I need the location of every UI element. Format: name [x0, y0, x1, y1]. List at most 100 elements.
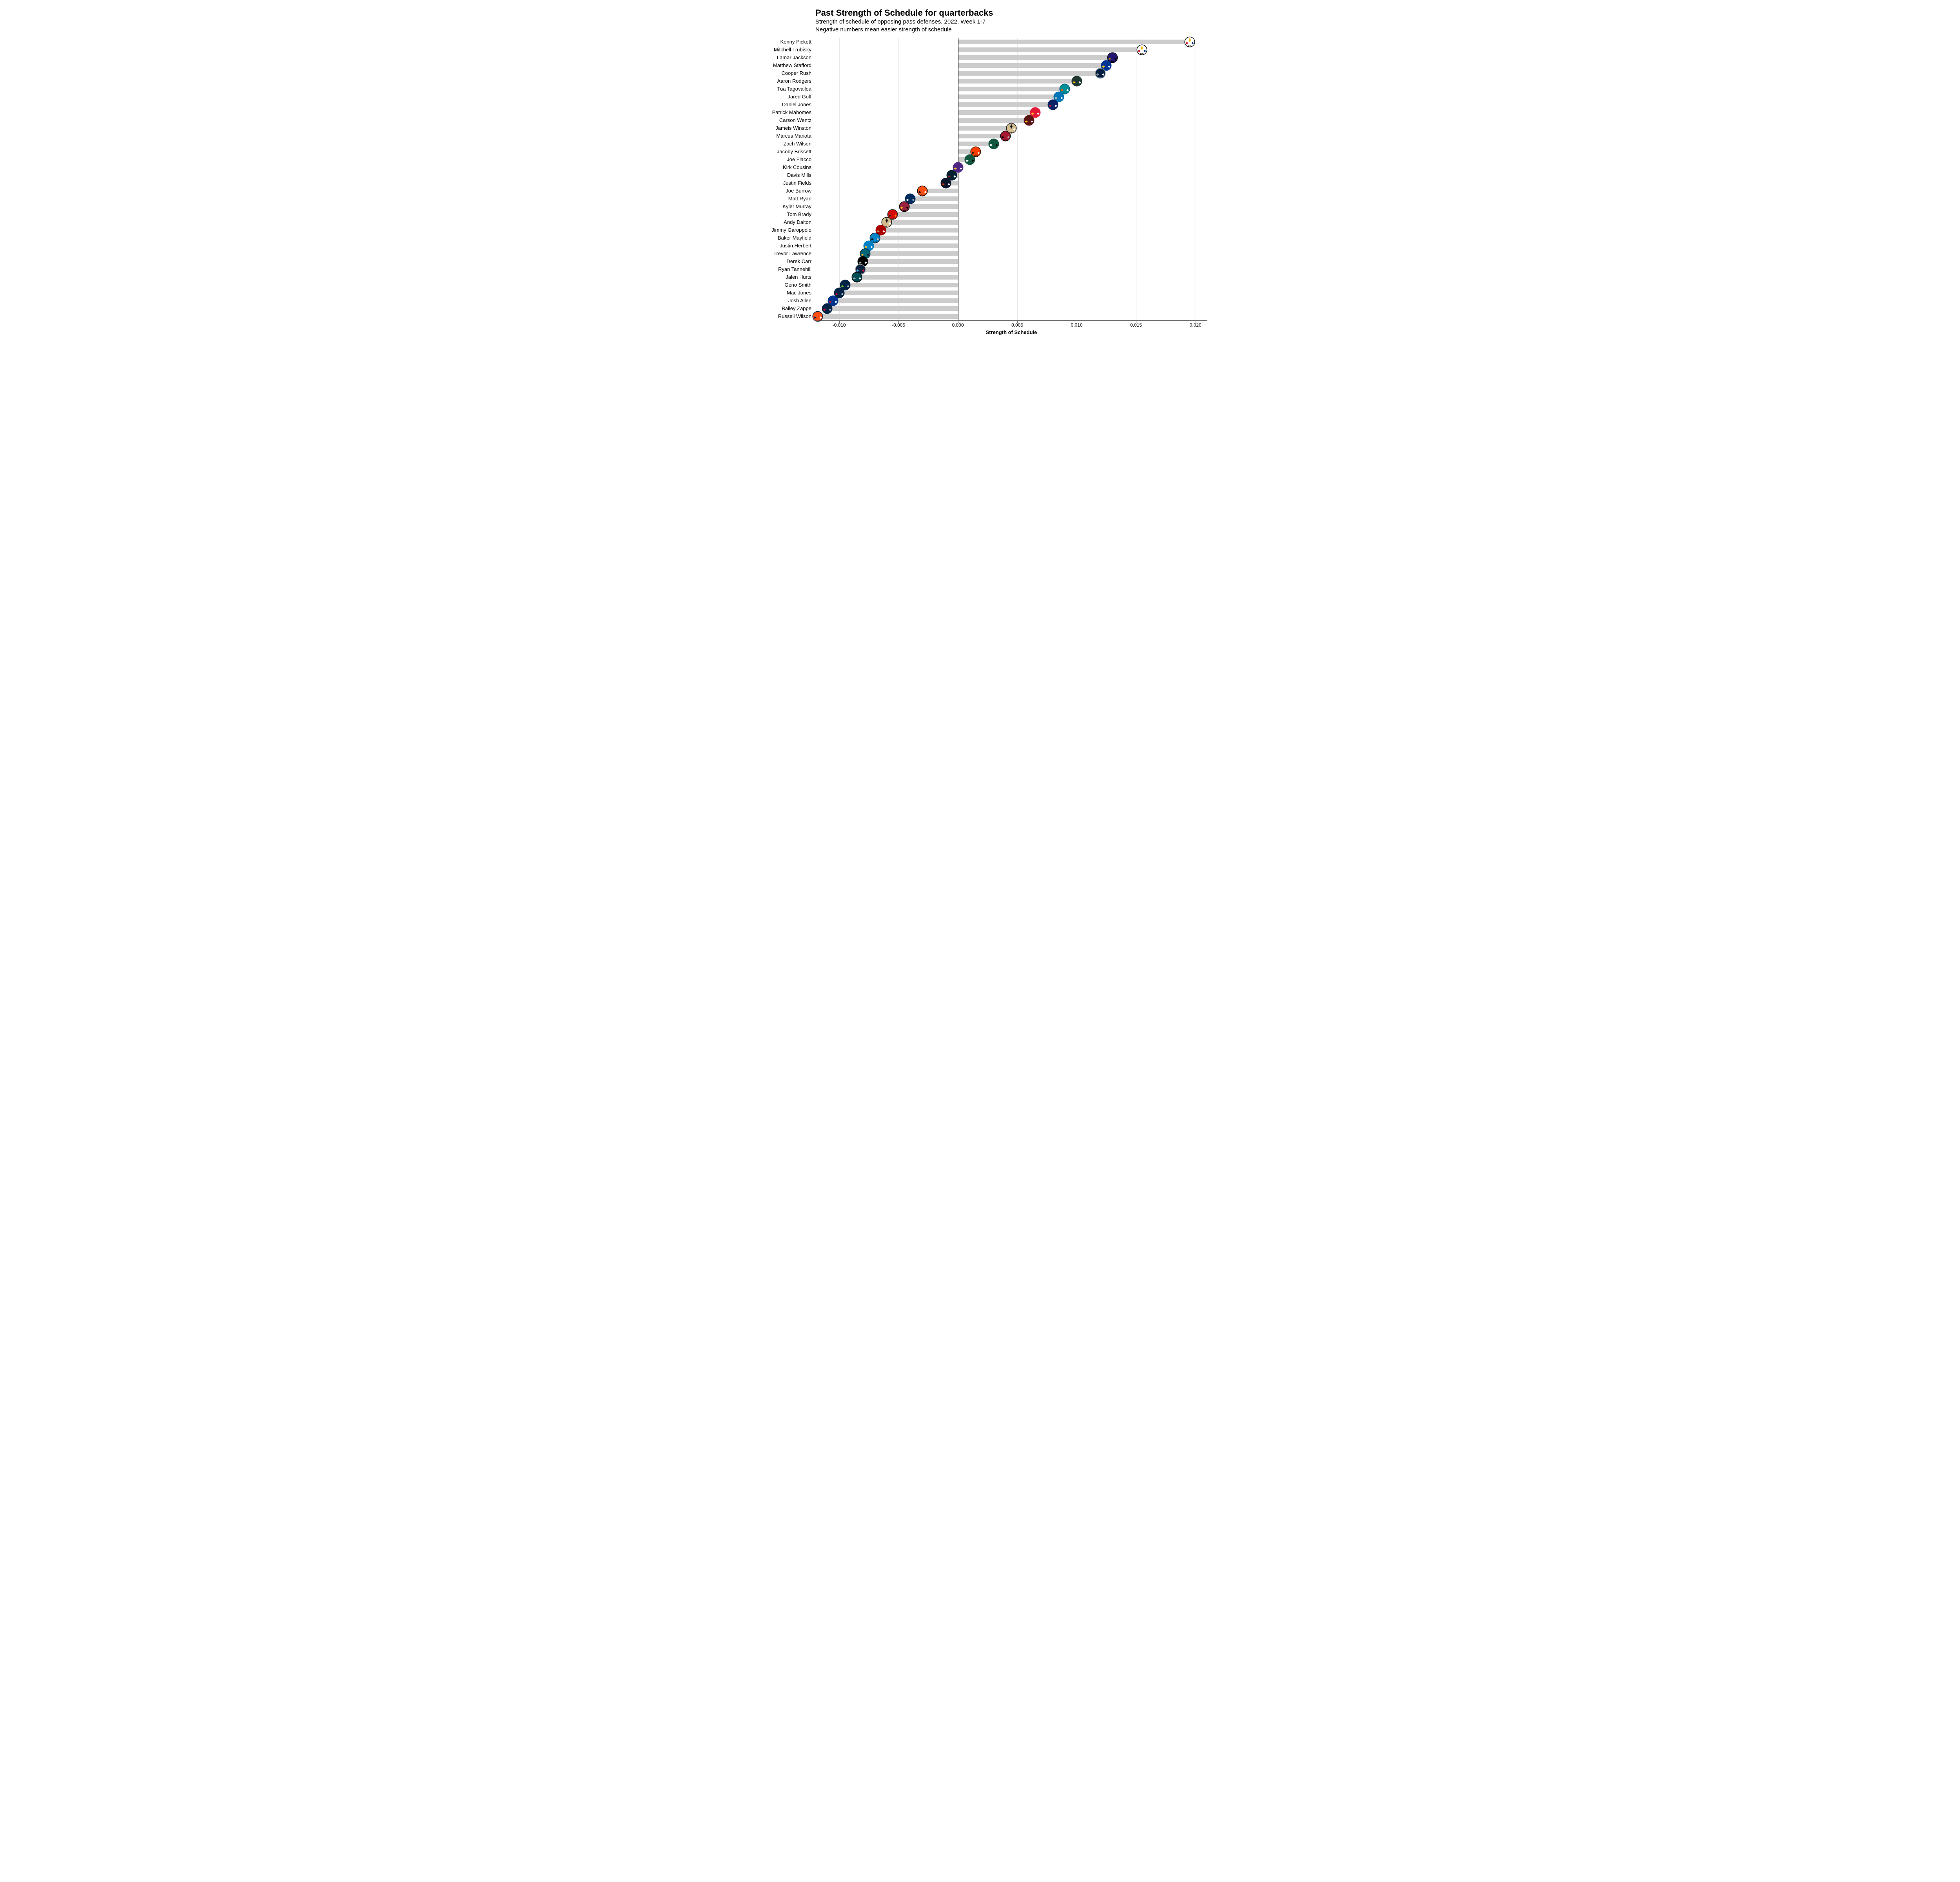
svg-text:CHI: CHI [944, 186, 948, 189]
chart-row: IND [815, 195, 1207, 203]
chart-row: HOU [815, 171, 1207, 179]
svg-text:WAS: WAS [1027, 124, 1031, 126]
chart-row: CLE [815, 148, 1207, 156]
svg-text:DEN: DEN [816, 320, 820, 322]
x-tick-label: -0.005 [892, 322, 905, 328]
bar [910, 196, 958, 201]
y-axis-label: Zach Wilson [745, 140, 811, 148]
y-axis-label: Justin Fields [745, 179, 811, 187]
svg-text:NYJ: NYJ [968, 163, 972, 165]
svg-text:GB: GB [1075, 84, 1078, 87]
y-axis-label: Russell Wilson [745, 312, 811, 320]
y-axis-label: Josh Allen [745, 297, 811, 305]
bar [845, 283, 958, 287]
title-block: Past Strength of Schedule for quarterbac… [815, 8, 1215, 34]
x-axis-ticks: -0.010 -0.005 0.000 0.005 0.010 0.015 0.020 [815, 321, 1207, 328]
y-axis-label: Bailey Zappe [745, 305, 811, 312]
y-axis-label: Lamar Jackson [745, 54, 811, 62]
svg-text:DAL: DAL [1098, 76, 1103, 79]
chart-row: NE [815, 305, 1207, 312]
y-axis-label: Andy Dalton [745, 218, 811, 226]
y-axis-label: Mitchell Trubisky [745, 46, 811, 54]
y-axis-label: Matt Ryan [745, 195, 811, 203]
bar [863, 259, 958, 264]
y-axis-label: Kirk Cousins [745, 163, 811, 171]
bar [893, 212, 958, 217]
y-axis-label: Derek Carr [745, 258, 811, 265]
y-axis-label: Daniel Jones [745, 101, 811, 109]
x-tick-label: 0.010 [1071, 322, 1083, 328]
team-logo-icon: ARI [898, 201, 910, 213]
svg-text:PIT: PIT [1188, 45, 1191, 47]
svg-text:PHI: PHI [855, 280, 859, 283]
chart-row: KC [815, 109, 1207, 116]
svg-text:PIT: PIT [1140, 53, 1144, 55]
chart-row: ARI [815, 203, 1207, 211]
x-tick-label: 0.000 [952, 322, 964, 328]
y-axis-label: Kyler Murray [745, 203, 811, 211]
chart-row: MIN [815, 163, 1207, 171]
chart-row: LAC [815, 242, 1207, 250]
svg-text:CIN: CIN [920, 194, 924, 196]
bar [857, 275, 958, 280]
y-axis-label: Davis Mills [745, 171, 811, 179]
bar [958, 94, 1059, 99]
bar [869, 243, 958, 248]
bar [958, 55, 1112, 60]
bar [881, 228, 958, 233]
y-axis-label: Joe Burrow [745, 187, 811, 195]
team-logo-icon: NYG [1047, 99, 1059, 111]
chart-row: DAL [815, 69, 1207, 77]
zero-line [958, 38, 959, 320]
chart-row: NO [815, 124, 1207, 132]
y-axis-label: Geno Smith [745, 281, 811, 289]
bar [839, 291, 958, 295]
chart-row: CIN [815, 187, 1207, 195]
chart-row: NE [815, 289, 1207, 297]
team-logo-icon: DAL [1094, 67, 1106, 79]
chart-container: Past Strength of Schedule for quarterbac… [745, 8, 1215, 335]
y-axis-label: Tom Brady [745, 211, 811, 218]
chart-row: PIT [815, 46, 1207, 54]
y-axis-label: Marcus Mariota [745, 132, 811, 140]
x-axis-label: Strength of Schedule [815, 329, 1207, 335]
y-axis-label: Kenny Pickett [745, 38, 811, 46]
y-axis-label: Justin Herbert [745, 242, 811, 250]
y-axis-label: Carson Wentz [745, 116, 811, 124]
y-axis-label: Jacoby Brissett [745, 148, 811, 156]
chart-row: MIA [815, 85, 1207, 93]
chart-row: BUF [815, 297, 1207, 305]
bar [958, 63, 1107, 68]
x-tick-label: 0.005 [1011, 322, 1023, 328]
x-tick-label: 0.015 [1130, 322, 1142, 328]
bar [827, 306, 958, 311]
team-logo-icon: ATL [1000, 130, 1011, 142]
team-logo-icon: GB [1071, 75, 1083, 87]
chart-row: DET [815, 93, 1207, 101]
team-logo-icon: PIT [1136, 44, 1148, 56]
x-tick-label: -0.010 [833, 322, 846, 328]
chart-row: GB [815, 77, 1207, 85]
bar [958, 40, 1190, 44]
team-logo-icon: CHI [940, 177, 952, 189]
y-axis-label: Mac Jones [745, 289, 811, 297]
bar [833, 298, 958, 303]
y-axis-label: Cooper Rush [745, 69, 811, 77]
chart-row: LAR [815, 62, 1207, 69]
chart-title: Past Strength of Schedule for quarterbac… [815, 8, 1215, 18]
x-tick-label: 0.020 [1190, 322, 1201, 328]
bar [818, 314, 958, 319]
chart-row: DEN [815, 312, 1207, 320]
y-axis-label: Jimmy Garoppolo [745, 226, 811, 234]
chart-subtitle-2: Negative numbers mean easier strength of… [815, 26, 1215, 34]
chart-row: NO [815, 218, 1207, 226]
chart-row: LV [815, 258, 1207, 265]
team-logo-icon: CIN [916, 185, 928, 197]
svg-text:NYG: NYG [1051, 108, 1055, 110]
y-axis-label: Patrick Mahomes [745, 109, 811, 116]
y-axis-label: Jalen Hurts [745, 273, 811, 281]
y-axis-label: Matthew Stafford [745, 62, 811, 69]
y-axis-label: Jameis Winston [745, 124, 811, 132]
y-axis-label: Aaron Rodgers [745, 77, 811, 85]
chart-row: CHI [815, 179, 1207, 187]
